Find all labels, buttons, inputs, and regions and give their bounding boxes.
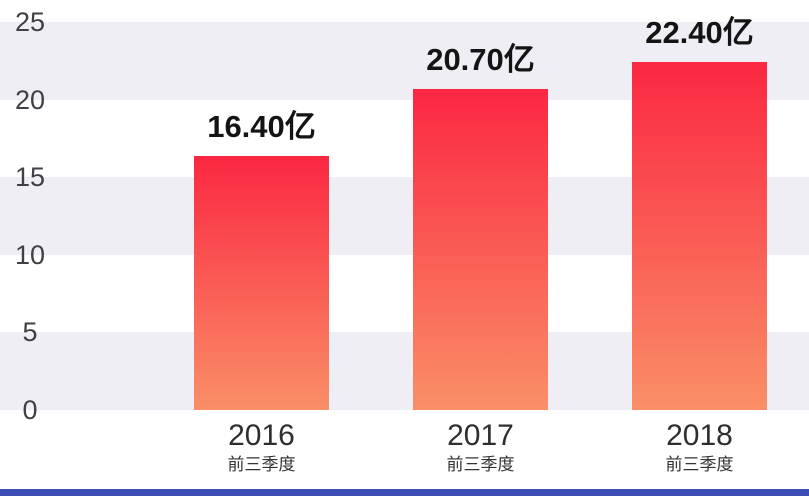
x-axis-year-label: 2016 <box>228 419 295 452</box>
x-axis-year-label: 2017 <box>447 419 514 452</box>
bar-group-2018: 22.40亿 2018 前三季度 <box>632 0 767 496</box>
bar-2017 <box>413 88 548 410</box>
bar-value-label-2016: 16.40亿 <box>207 108 316 144</box>
x-axis-label-2017: 2017 前三季度 <box>383 418 578 476</box>
x-axis-sublabel: 前三季度 <box>227 455 296 474</box>
y-tick-label: 10 <box>14 239 46 270</box>
x-axis-sublabel: 前三季度 <box>446 455 515 474</box>
y-tick-label: 5 <box>22 317 38 348</box>
bar-group-2017: 20.70亿 2017 前三季度 <box>413 0 548 496</box>
bar-2016 <box>194 155 329 410</box>
bar-value-label-2017: 20.70亿 <box>426 41 535 77</box>
x-axis-sublabel: 前三季度 <box>665 455 734 474</box>
bottom-accent-strip <box>0 489 809 496</box>
x-axis-label-2018: 2018 前三季度 <box>602 418 797 476</box>
y-tick-label: 25 <box>14 7 46 37</box>
y-tick-label: 15 <box>14 162 46 193</box>
y-tick-label: 0 <box>22 395 38 425</box>
bar-2018 <box>632 62 767 410</box>
x-axis-label-2016: 2016 前三季度 <box>164 418 359 476</box>
bar-group-2016: 16.40亿 2016 前三季度 <box>194 0 329 496</box>
x-axis-year-label: 2018 <box>666 419 733 452</box>
bar-value-label-2018: 22.40亿 <box>645 15 754 51</box>
y-tick-label: 20 <box>14 84 46 115</box>
